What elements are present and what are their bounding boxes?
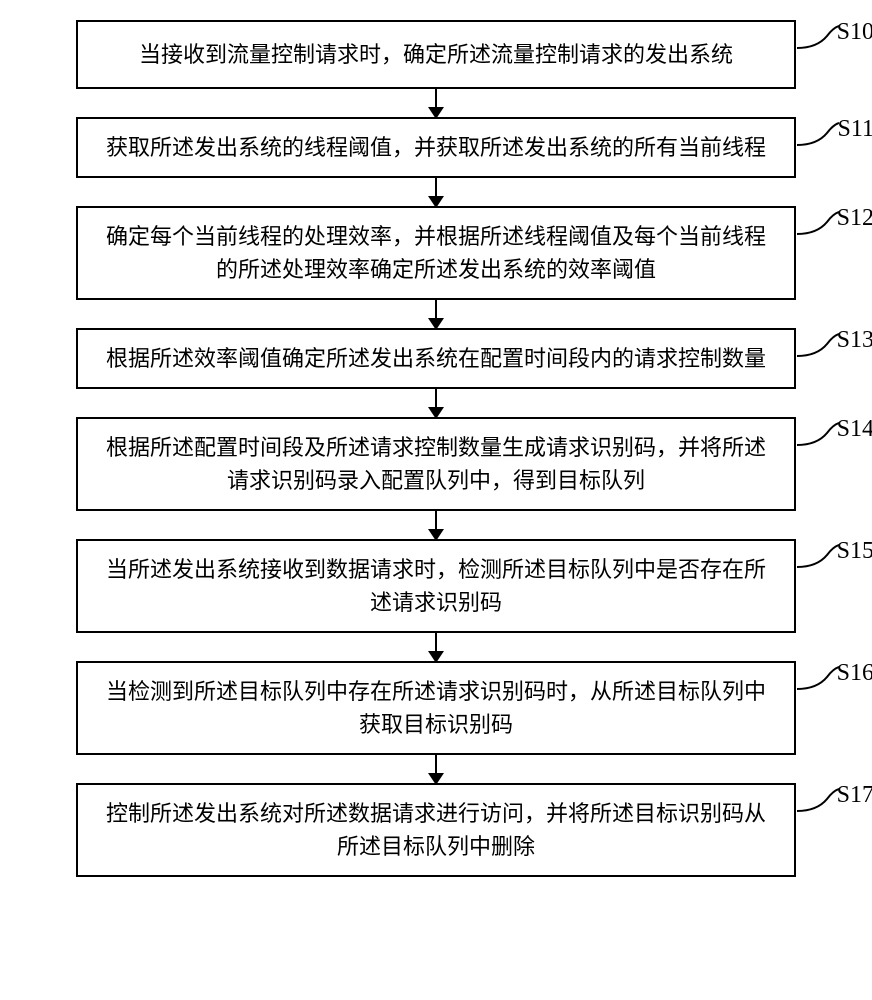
- arrow-down-icon: [435, 89, 437, 117]
- flowchart-step-s15: 当所述发出系统接收到数据请求时，检测所述目标队列中是否存在所述请求识别码S15: [76, 539, 796, 633]
- connector-curve-icon: [797, 421, 839, 447]
- connector-curve-icon: [797, 210, 839, 236]
- step-text: 控制所述发出系统对所述数据请求进行访问，并将所述目标识别码从所述目标队列中删除: [106, 801, 766, 859]
- arrow-down-icon: [435, 633, 437, 661]
- flowchart-step-s16: 当检测到所述目标队列中存在所述请求识别码时，从所述目标队列中获取目标识别码S16: [76, 661, 796, 755]
- arrow-down-icon: [435, 178, 437, 206]
- arrow-down-icon: [435, 755, 437, 783]
- step-text: 当检测到所述目标队列中存在所述请求识别码时，从所述目标队列中获取目标识别码: [106, 679, 766, 737]
- connector-curve-icon: [797, 332, 839, 358]
- step-text: 根据所述配置时间段及所述请求控制数量生成请求识别码，并将所述请求识别码录入配置队…: [106, 435, 766, 493]
- step-label: S11: [838, 111, 872, 147]
- step-text: 根据所述效率阈值确定所述发出系统在配置时间段内的请求控制数量: [106, 346, 766, 371]
- connector-curve-icon: [797, 787, 839, 813]
- step-label: S17: [837, 777, 872, 813]
- step-text: 当所述发出系统接收到数据请求时，检测所述目标队列中是否存在所述请求识别码: [106, 557, 766, 615]
- flowchart-step-s17: 控制所述发出系统对所述数据请求进行访问，并将所述目标识别码从所述目标队列中删除S…: [76, 783, 796, 877]
- flowchart-step-s12: 确定每个当前线程的处理效率，并根据所述线程阈值及每个当前线程的所述处理效率确定所…: [76, 206, 796, 300]
- connector-curve-icon: [797, 24, 839, 50]
- arrow-down-icon: [435, 511, 437, 539]
- connector-curve-icon: [797, 121, 839, 147]
- flowchart-step-s10: 当接收到流量控制请求时，确定所述流量控制请求的发出系统S10: [76, 20, 796, 89]
- step-text: 获取所述发出系统的线程阈值，并获取所述发出系统的所有当前线程: [106, 135, 766, 160]
- arrow-down-icon: [435, 300, 437, 328]
- flowchart-container: 当接收到流量控制请求时，确定所述流量控制请求的发出系统S10 获取所述发出系统的线…: [0, 20, 872, 877]
- arrow-down-icon: [435, 389, 437, 417]
- step-label: S14: [837, 411, 872, 447]
- flowchart-step-s11: 获取所述发出系统的线程阈值，并获取所述发出系统的所有当前线程S11: [76, 117, 796, 178]
- step-label: S16: [837, 655, 872, 691]
- connector-curve-icon: [797, 665, 839, 691]
- connector-curve-icon: [797, 543, 839, 569]
- step-label: S10: [837, 14, 872, 50]
- flowchart-step-s13: 根据所述效率阈值确定所述发出系统在配置时间段内的请求控制数量S13: [76, 328, 796, 389]
- step-label: S12: [837, 200, 872, 236]
- flowchart-step-s14: 根据所述配置时间段及所述请求控制数量生成请求识别码，并将所述请求识别码录入配置队…: [76, 417, 796, 511]
- step-text: 确定每个当前线程的处理效率，并根据所述线程阈值及每个当前线程的所述处理效率确定所…: [106, 224, 766, 282]
- step-label: S15: [837, 533, 872, 569]
- step-text: 当接收到流量控制请求时，确定所述流量控制请求的发出系统: [139, 42, 733, 67]
- step-label: S13: [837, 322, 872, 358]
